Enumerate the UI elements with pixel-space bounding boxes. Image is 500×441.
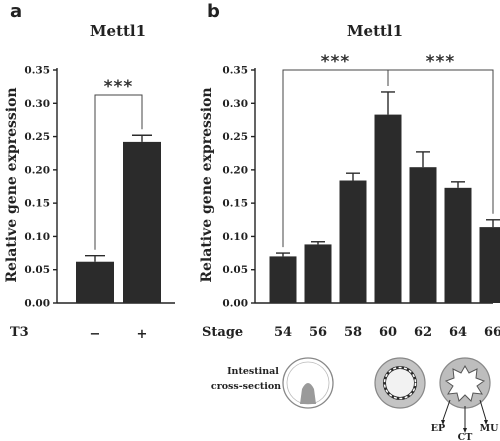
panel-b-ytick-label: 0.15	[222, 198, 248, 210]
panel-b-significance-label: ***	[321, 52, 351, 72]
panel-b-bar	[409, 167, 437, 303]
panel-b-ytick-label: 0.35	[222, 65, 248, 77]
panel-b-bar	[339, 180, 367, 303]
panel-b-chart: 0.00 0.05 0.10 0.15 0.20 0.25 0.30 0.35 54 56 58 60…	[222, 52, 500, 340]
panel-a-bar	[123, 141, 161, 303]
panel-a-ytick-label: 0.05	[24, 264, 50, 276]
panel-b-bar	[374, 114, 402, 303]
panel-a-category-label: −	[90, 327, 101, 342]
panel-a-row-label: T3	[10, 325, 29, 340]
panel-b-ytick-label: 0.25	[222, 131, 248, 143]
panel-b-row-label: Stage	[202, 325, 243, 340]
panel-b-ytick-label: 0.20	[222, 164, 248, 176]
panel-b-bar	[304, 244, 332, 303]
panel-b-ytick-label: 0.05	[222, 264, 248, 276]
panel-b-category-label: 60	[379, 325, 397, 340]
panel-a-chart: 0.00 0.05 0.10 0.15 0.20 0.25 0.30 0.35 − + ***	[24, 65, 175, 342]
panel-a-ylabel: Relative gene expression	[4, 87, 20, 282]
panel-a-title: Mettl1	[90, 22, 146, 40]
panel-a-ytick-label: 0.25	[24, 131, 50, 143]
panel-b-significance-label: ***	[426, 52, 456, 72]
panel-b-category-label: 56	[309, 325, 327, 340]
cross-section-stage-54-icon	[282, 357, 334, 409]
panel-b-bar	[269, 256, 297, 303]
panel-b-title: Mettl1	[347, 22, 403, 40]
panel-a-bar	[76, 261, 114, 303]
illustration-caption-line2: cross-section	[211, 381, 281, 392]
panel-b-category-label: 58	[344, 325, 362, 340]
panel-a-ytick-label: 0.00	[24, 298, 50, 310]
label-mu: MU	[480, 423, 500, 434]
panel-b-bar	[479, 227, 500, 303]
illustration-caption-line1: Intestinal	[227, 366, 279, 377]
panel-b-category-label: 64	[449, 325, 467, 340]
panel-a-significance-bracket	[94, 94, 143, 250]
panel-b-significance-bracket	[282, 69, 389, 248]
label-ct: CT	[458, 432, 473, 441]
cross-section-stage-66-icon	[439, 357, 491, 433]
panel-b-letter: b	[207, 1, 220, 22]
panel-b-category-label: 62	[414, 325, 432, 340]
panel-a-ytick-label: 0.20	[24, 164, 50, 176]
panel-b-ytick-label: 0.10	[222, 231, 248, 243]
panel-b-ytick-label: 0.00	[222, 298, 248, 310]
panel-a-category-label: +	[137, 327, 148, 342]
panel-b-category-label: 66	[484, 325, 500, 340]
panel-a-significance-label: ***	[104, 77, 134, 97]
panel-a-ytick-label: 0.35	[24, 65, 50, 77]
panel-b-bar	[444, 187, 472, 303]
cross-section-stage-60-icon	[374, 357, 426, 409]
panel-a-letter: a	[10, 1, 22, 22]
panel-a-ytick-label: 0.30	[24, 98, 50, 110]
label-ep: EP	[431, 423, 445, 434]
panel-a-ytick-label: 0.15	[24, 198, 50, 210]
panel-b-ytick-label: 0.30	[222, 98, 248, 110]
panel-b-significance-bracket	[387, 69, 494, 214]
panel-a-ytick-label: 0.10	[24, 231, 50, 243]
panel-b-category-label: 54	[274, 325, 292, 340]
panel-b-ylabel: Relative gene expression	[199, 87, 215, 282]
